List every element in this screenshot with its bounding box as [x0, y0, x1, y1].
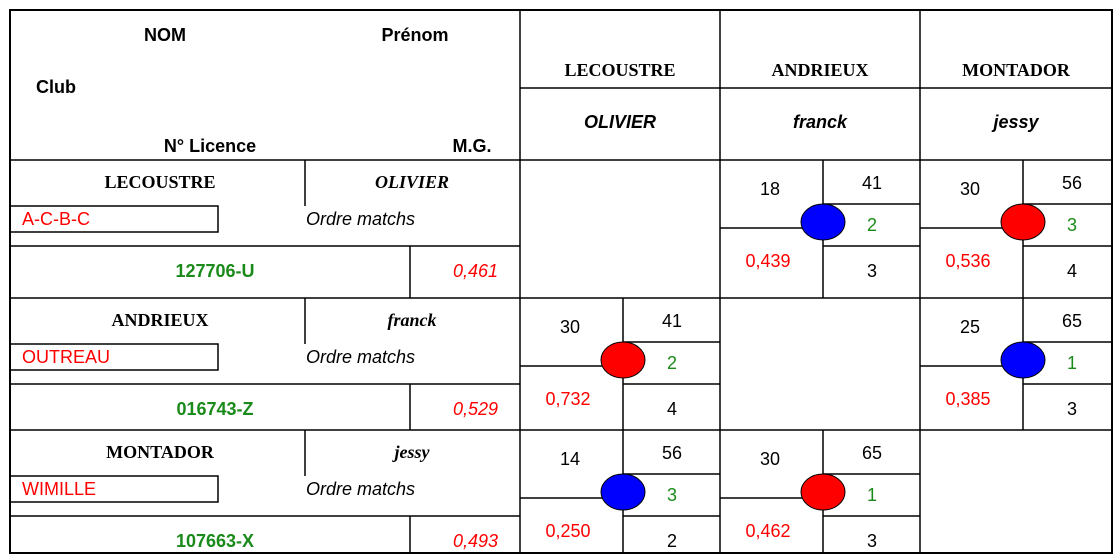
column-nom: ANDRIEUX	[771, 60, 868, 80]
player-prenom: franck	[388, 310, 437, 330]
match-number: 2	[667, 531, 677, 551]
match-number: 4	[667, 399, 677, 419]
column-nom: LECOUSTRE	[564, 60, 675, 80]
club-box	[9, 343, 219, 371]
match-mg: 0,250	[545, 521, 590, 541]
match-mg: 0,462	[745, 521, 790, 541]
match-right: 56	[1062, 173, 1082, 193]
column-prenom: franck	[793, 112, 848, 132]
match-order: 3	[667, 485, 677, 505]
match-mg: 0,385	[945, 389, 990, 409]
player-ordre: Ordre matchs	[306, 347, 415, 367]
match-order: 1	[1067, 353, 1077, 373]
player-club: WIMILLE	[22, 479, 96, 499]
match-number: 3	[867, 261, 877, 281]
player-club: A-C-B-C	[22, 209, 90, 229]
player-prenom: OLIVIER	[375, 172, 449, 192]
header-licence: N° Licence	[164, 136, 256, 156]
match-circle	[600, 473, 646, 511]
match-number: 4	[1067, 261, 1077, 281]
player-mg: 0,461	[453, 261, 498, 281]
match-right: 41	[862, 173, 882, 193]
header-nom: NOM	[144, 25, 186, 45]
match-right: 65	[1062, 311, 1082, 331]
header-mg: M.G.	[453, 136, 492, 156]
match-right: 65	[862, 443, 882, 463]
match-circle	[1000, 341, 1046, 379]
player-ordre: Ordre matchs	[306, 479, 415, 499]
match-circle	[1000, 203, 1046, 241]
header-club: Club	[36, 77, 76, 97]
match-number: 3	[1067, 399, 1077, 419]
match-order: 3	[1067, 215, 1077, 235]
match-circle	[800, 203, 846, 241]
header-prenom: Prénom	[381, 25, 448, 45]
club-box	[9, 205, 219, 233]
player-mg: 0,493	[453, 531, 498, 551]
column-prenom: OLIVIER	[584, 112, 656, 132]
match-left: 18	[760, 179, 780, 199]
player-licence: 127706-U	[175, 261, 254, 281]
match-left: 25	[960, 317, 980, 337]
match-mg: 0,732	[545, 389, 590, 409]
player-ordre: Ordre matchs	[306, 209, 415, 229]
match-order: 2	[867, 215, 877, 235]
player-club: OUTREAU	[22, 347, 110, 367]
club-box	[9, 475, 219, 503]
match-left: 30	[760, 449, 780, 469]
match-circle	[600, 341, 646, 379]
player-nom: MONTADOR	[106, 442, 215, 462]
match-mg: 0,536	[945, 251, 990, 271]
match-mg: 0,439	[745, 251, 790, 271]
column-prenom: jessy	[991, 112, 1039, 132]
match-circle	[800, 473, 846, 511]
match-order: 2	[667, 353, 677, 373]
player-prenom: jessy	[392, 442, 431, 462]
player-mg: 0,529	[453, 399, 498, 419]
match-left: 30	[560, 317, 580, 337]
player-nom: ANDRIEUX	[111, 310, 208, 330]
player-licence: 107663-X	[176, 531, 254, 551]
match-left: 14	[560, 449, 580, 469]
table-border	[9, 9, 1113, 554]
match-order: 1	[867, 485, 877, 505]
match-right: 56	[662, 443, 682, 463]
match-number: 3	[867, 531, 877, 551]
match-left: 30	[960, 179, 980, 199]
player-licence: 016743-Z	[176, 399, 253, 419]
player-nom: LECOUSTRE	[104, 172, 215, 192]
match-right: 41	[662, 311, 682, 331]
column-nom: MONTADOR	[962, 60, 1071, 80]
